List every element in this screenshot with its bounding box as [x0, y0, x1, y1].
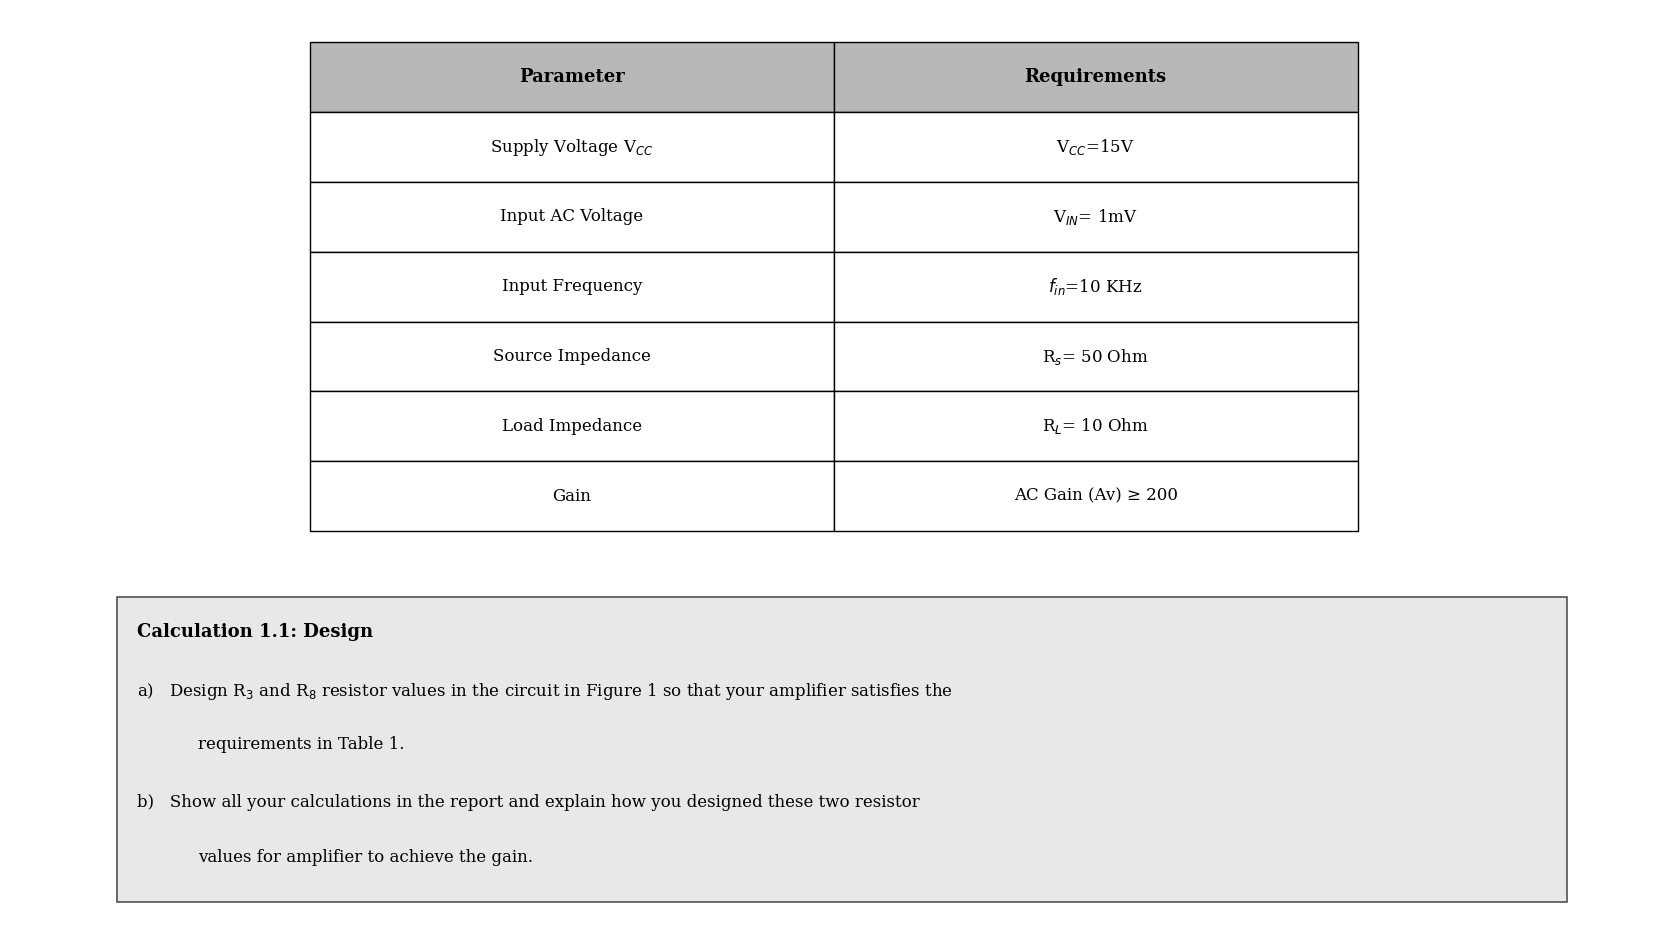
FancyBboxPatch shape: [833, 462, 1358, 531]
FancyBboxPatch shape: [310, 321, 833, 391]
Text: R$_{s}$= 50 Ohm: R$_{s}$= 50 Ohm: [1042, 347, 1150, 367]
Text: Supply Voltage V$_{CC}$: Supply Voltage V$_{CC}$: [489, 136, 654, 158]
FancyBboxPatch shape: [310, 462, 833, 531]
FancyBboxPatch shape: [310, 42, 833, 112]
Text: Gain: Gain: [553, 488, 592, 505]
Text: b)   Show all your calculations in the report and explain how you designed these: b) Show all your calculations in the rep…: [137, 794, 920, 811]
FancyBboxPatch shape: [833, 252, 1358, 321]
Text: requirements in Table 1.: requirements in Table 1.: [198, 736, 404, 753]
FancyBboxPatch shape: [833, 321, 1358, 391]
FancyBboxPatch shape: [833, 182, 1358, 252]
FancyBboxPatch shape: [310, 182, 833, 252]
Text: a)   Design R$_3$ and R$_8$ resistor values in the circuit in Figure 1 so that y: a) Design R$_3$ and R$_8$ resistor value…: [137, 682, 954, 702]
Text: values for amplifier to achieve the gain.: values for amplifier to achieve the gain…: [198, 849, 533, 866]
Text: Input AC Voltage: Input AC Voltage: [501, 209, 644, 226]
FancyBboxPatch shape: [310, 112, 833, 182]
FancyBboxPatch shape: [833, 112, 1358, 182]
Text: R$_{L}$= 10 Ohm: R$_{L}$= 10 Ohm: [1042, 416, 1150, 436]
FancyBboxPatch shape: [310, 252, 833, 321]
Text: Source Impedance: Source Impedance: [493, 348, 650, 365]
Text: Input Frequency: Input Frequency: [501, 278, 642, 295]
Text: V$_{CC}$=15V: V$_{CC}$=15V: [1056, 137, 1135, 157]
Text: Load Impedance: Load Impedance: [501, 418, 642, 435]
Text: Parameter: Parameter: [520, 69, 625, 86]
FancyBboxPatch shape: [117, 597, 1567, 902]
FancyBboxPatch shape: [310, 391, 833, 462]
Text: Calculation 1.1: Design: Calculation 1.1: Design: [137, 623, 374, 641]
FancyBboxPatch shape: [833, 42, 1358, 112]
Text: $f_{in}$=10 KHz: $f_{in}$=10 KHz: [1049, 276, 1143, 297]
Text: V$_{IN}$= 1mV: V$_{IN}$= 1mV: [1053, 207, 1138, 227]
Text: AC Gain (Av) ≥ 200: AC Gain (Av) ≥ 200: [1014, 488, 1178, 505]
FancyBboxPatch shape: [833, 391, 1358, 462]
Text: Requirements: Requirements: [1024, 69, 1166, 86]
